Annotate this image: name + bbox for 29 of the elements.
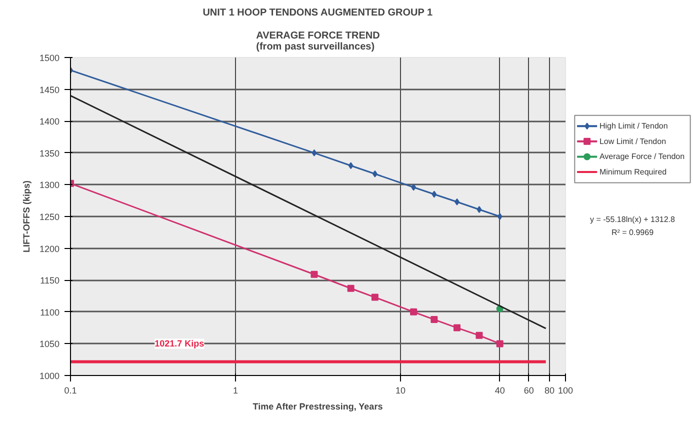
legend-label: Low Limit / Tendon: [599, 136, 666, 146]
chart-subtitle: AVERAGE FORCE TREND (from past surveillances): [256, 30, 380, 52]
x-tick-label: 1: [232, 386, 238, 396]
x-tick-label: 0.1: [64, 386, 77, 396]
x-axis-title: Time After Prestressing, Years: [252, 402, 383, 412]
text: y = -55.18ln(x) + 1312.8: [590, 215, 676, 224]
y-tick-label: 1300: [39, 180, 60, 190]
y-tick-label: 1000: [39, 371, 60, 381]
y-tick-label: 1200: [39, 244, 60, 254]
text: R² = 0.9969: [611, 228, 654, 237]
y-tick-label: 1150: [40, 276, 60, 286]
y-tick-label: 1250: [39, 212, 60, 222]
chart-title: UNIT 1 HOOP TENDONS AUGMENTED GROUP 1: [202, 8, 433, 18]
legend-label: Minimum Required: [599, 168, 667, 177]
x-tick-label: 80: [544, 386, 555, 396]
x-tick-label: 100: [558, 386, 574, 396]
x-tick-label: 40: [494, 386, 505, 396]
y-tick-label: 1350: [39, 148, 60, 158]
legend-label: Average Force / Tendon: [599, 152, 685, 162]
annotation: 1021.7 Kips: [154, 338, 204, 349]
y-tick-label: 1450: [39, 84, 60, 95]
x-tick-label: 60: [524, 386, 534, 396]
x-tick-label: 10: [395, 386, 406, 396]
y-tick-label: 1100: [40, 307, 60, 318]
y-axis-title: LIFT-OFFS (kips): [21, 180, 32, 252]
legend-label: High Limit / Tendon: [599, 122, 668, 131]
y-tick-label: 1500: [39, 53, 60, 63]
y-tick-label: 1400: [39, 116, 60, 127]
y-tick-label: 1050: [39, 339, 60, 350]
